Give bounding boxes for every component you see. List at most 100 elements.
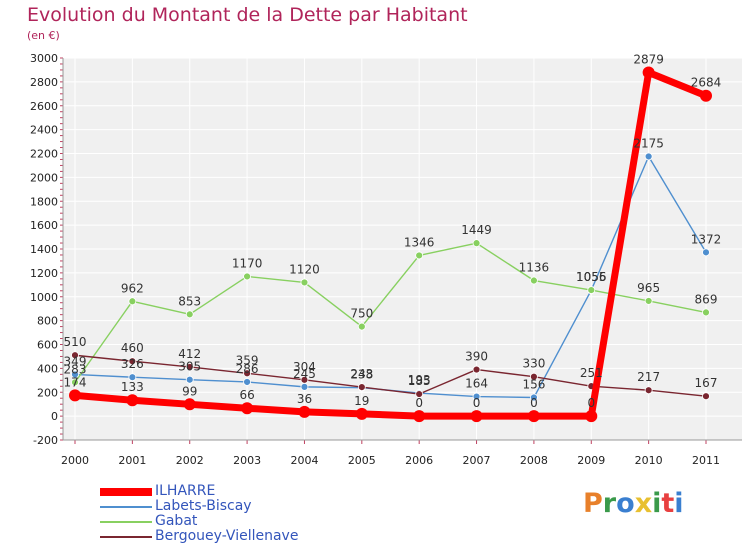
- x-tick-label: 2007: [463, 454, 491, 467]
- series-line: [74, 242, 707, 384]
- legend-label: Gabat: [155, 513, 198, 529]
- data-label: 167: [695, 376, 718, 390]
- y-tick-label: 800: [37, 315, 58, 328]
- data-label: 36: [297, 392, 312, 406]
- data-point: [702, 308, 710, 317]
- logo-letter: i: [652, 488, 662, 519]
- y-tick-label: 1000: [30, 291, 58, 304]
- data-point: [243, 378, 251, 386]
- y-tick-label: 0: [51, 410, 58, 423]
- y-tick-label: 200: [37, 386, 58, 399]
- data-point: [185, 363, 194, 371]
- logo-letter: o: [616, 488, 635, 519]
- data-point: [472, 239, 481, 248]
- data-label: 19: [354, 394, 369, 408]
- data-point: [644, 386, 653, 395]
- y-tick-label: 1600: [30, 219, 58, 232]
- data-point: [241, 402, 254, 415]
- data-point: [128, 297, 137, 306]
- y-tick-label: 1800: [30, 195, 58, 208]
- data-label: 853: [178, 294, 201, 308]
- legend-label: Bergouey-Viellenave: [155, 528, 299, 544]
- data-label: 326: [121, 357, 144, 371]
- data-point: [300, 375, 309, 384]
- data-label: 349: [64, 354, 87, 368]
- data-point: [185, 310, 194, 319]
- data-label: 962: [121, 281, 144, 295]
- data-label: 245: [293, 367, 316, 381]
- data-point: [183, 398, 196, 411]
- y-tick-label: 400: [37, 362, 58, 375]
- y-tick-label: 2400: [30, 124, 58, 137]
- y-tick-label: 3000: [30, 52, 58, 65]
- data-label: 133: [121, 380, 144, 394]
- data-point: [243, 369, 251, 378]
- data-label: 330: [522, 357, 545, 371]
- data-label: 359: [236, 353, 259, 367]
- data-label: 174: [64, 375, 87, 389]
- data-label: 750: [350, 307, 373, 321]
- y-tick-label: 600: [37, 339, 58, 352]
- x-tick-label: 2011: [692, 454, 720, 467]
- data-label: 283: [64, 362, 87, 376]
- x-tick-label: 2004: [290, 454, 318, 467]
- data-point: [185, 375, 194, 384]
- data-point: [128, 357, 137, 366]
- data-point: [126, 394, 139, 407]
- data-point: [702, 248, 710, 257]
- data-point: [300, 382, 309, 391]
- legend-swatch: [100, 506, 152, 508]
- logo-letter: x: [634, 488, 653, 519]
- x-tick-label: 2005: [348, 454, 376, 467]
- series-line: [74, 354, 707, 397]
- data-point: [415, 390, 424, 398]
- data-point: [527, 410, 540, 423]
- data-label: 1346: [404, 235, 435, 249]
- data-point: [71, 370, 79, 379]
- data-label: 0: [530, 396, 538, 410]
- data-point: [71, 351, 79, 360]
- legend-label: ILHARRE: [155, 483, 216, 499]
- data-point: [357, 383, 366, 392]
- data-point: [644, 152, 653, 161]
- data-label: 869: [695, 292, 718, 306]
- y-tick-label: 2800: [30, 76, 58, 89]
- data-label: 510: [64, 335, 87, 349]
- data-label: 0: [587, 396, 595, 410]
- data-point: [128, 373, 137, 382]
- chart-subtitle: (en €): [27, 29, 60, 42]
- logo-letter: P: [583, 488, 603, 519]
- data-label: 238: [350, 368, 373, 382]
- data-label: 1449: [461, 223, 492, 237]
- data-label: 2684: [691, 76, 722, 90]
- data-point: [530, 393, 538, 402]
- data-point: [642, 66, 655, 79]
- series-line: [71, 68, 710, 420]
- y-tick-label: 1200: [30, 267, 58, 280]
- data-label: 217: [637, 370, 660, 384]
- y-tick-label: 2600: [30, 100, 58, 113]
- data-label: 412: [178, 347, 201, 361]
- logo-letter: r: [602, 488, 617, 519]
- data-label: 460: [121, 341, 144, 355]
- data-label: 185: [408, 374, 431, 388]
- data-point: [298, 405, 311, 418]
- data-point: [472, 392, 481, 401]
- data-label: 390: [465, 350, 488, 364]
- y-tick-label: 2200: [30, 148, 58, 161]
- data-label: 2879: [633, 52, 664, 66]
- data-point: [530, 276, 538, 285]
- data-point: [644, 297, 653, 305]
- y-tick-label: -200: [33, 434, 58, 447]
- data-label: 243: [350, 367, 373, 381]
- data-label: 1372: [691, 232, 722, 246]
- data-label: 164: [465, 377, 488, 391]
- data-label: 286: [236, 362, 259, 376]
- y-tick-label: 1400: [30, 243, 58, 256]
- x-tick-label: 2006: [405, 454, 433, 467]
- data-point: [470, 410, 483, 423]
- legend-item: Gabat: [100, 513, 360, 531]
- data-point: [415, 251, 424, 260]
